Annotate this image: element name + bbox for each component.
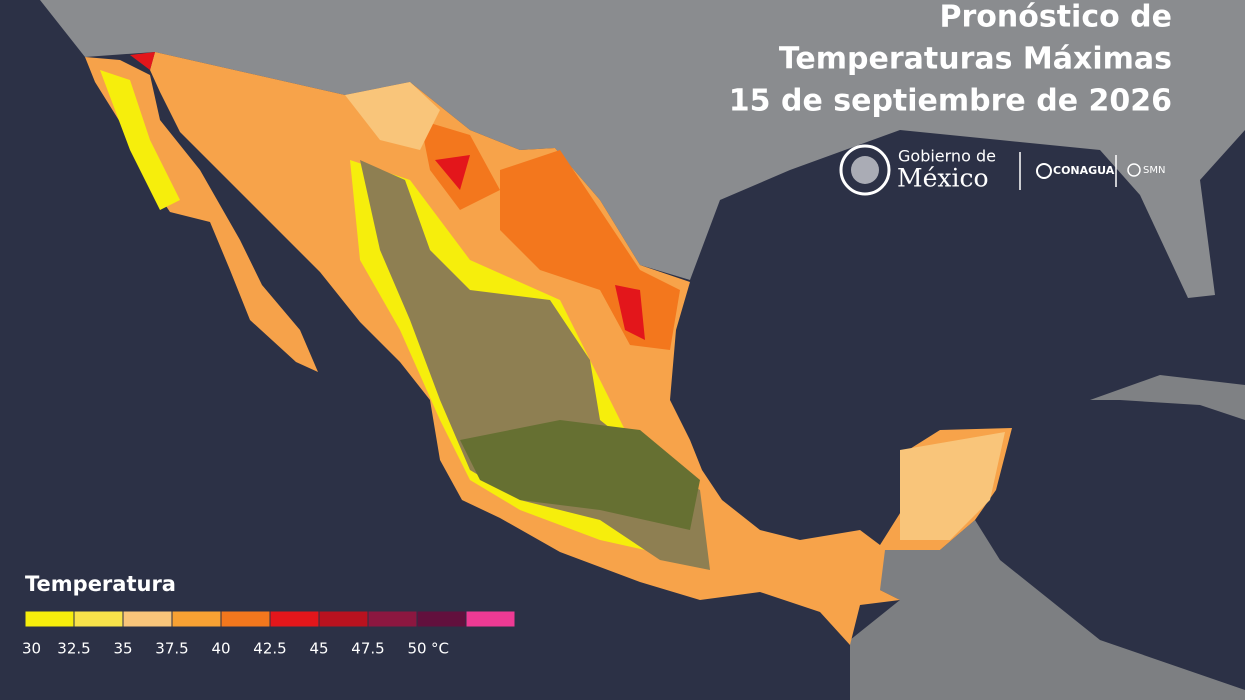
legend-tick-label: 42.5 — [253, 640, 286, 658]
title-line: Temperaturas Máximas — [779, 42, 1172, 77]
seal — [839, 144, 891, 196]
legend-swatch — [318, 610, 369, 628]
legend-title: Temperatura — [25, 572, 176, 596]
central-america-land — [850, 520, 1245, 700]
legend-swatch — [367, 610, 418, 628]
logo-text: CONAGUA — [1053, 164, 1115, 177]
hot-zone — [130, 52, 155, 70]
legend-unit: °C — [431, 640, 449, 658]
legend-swatch — [269, 610, 320, 628]
legend: Temperatura 30 32.5 35 37.5 40 42.5 45 47.5 50 °C — [22, 572, 516, 658]
legend-tick-label: 30 — [22, 640, 41, 658]
legend-swatch — [73, 610, 124, 628]
seal-center — [851, 156, 879, 184]
legend-swatch — [24, 610, 75, 628]
title-block: Pronóstico de Temperaturas Máximas 15 de… — [729, 0, 1172, 119]
legend-tick-label: 47.5 — [351, 640, 384, 658]
highland — [460, 420, 700, 530]
legend-swatch — [465, 610, 516, 628]
legend-tick-label: 32.5 — [57, 640, 90, 658]
caribbean-land — [1090, 375, 1245, 420]
legend-tick-label: 50 — [407, 640, 426, 658]
legend-tick-label: 35 — [113, 640, 132, 658]
hot-zone — [435, 155, 470, 190]
hot-zone — [615, 285, 645, 340]
legend-swatch — [171, 610, 222, 628]
logo-text: México — [897, 164, 989, 193]
warm-zone — [345, 82, 440, 150]
title-line: 15 de septiembre de 2026 — [729, 84, 1172, 119]
warm-zone — [900, 432, 1005, 540]
conagua-icon — [1036, 163, 1052, 179]
legend-swatch — [220, 610, 271, 628]
legend-tick-label: 37.5 — [155, 640, 188, 658]
legend-swatch — [416, 610, 467, 628]
logo-text: Gobierno de — [898, 147, 996, 166]
logo-text: SMN — [1143, 165, 1165, 176]
legend-tick-label: 45 — [309, 640, 328, 658]
north-america-land — [0, 0, 1245, 298]
legend-swatch — [122, 610, 173, 628]
logos: Gobierno de México CONAGUA SMN — [839, 144, 1165, 196]
smn-icon — [1127, 163, 1141, 177]
title-line: Pronóstico de — [940, 0, 1173, 35]
legend-tick-label: 40 — [211, 640, 230, 658]
mild-zone — [100, 70, 180, 210]
